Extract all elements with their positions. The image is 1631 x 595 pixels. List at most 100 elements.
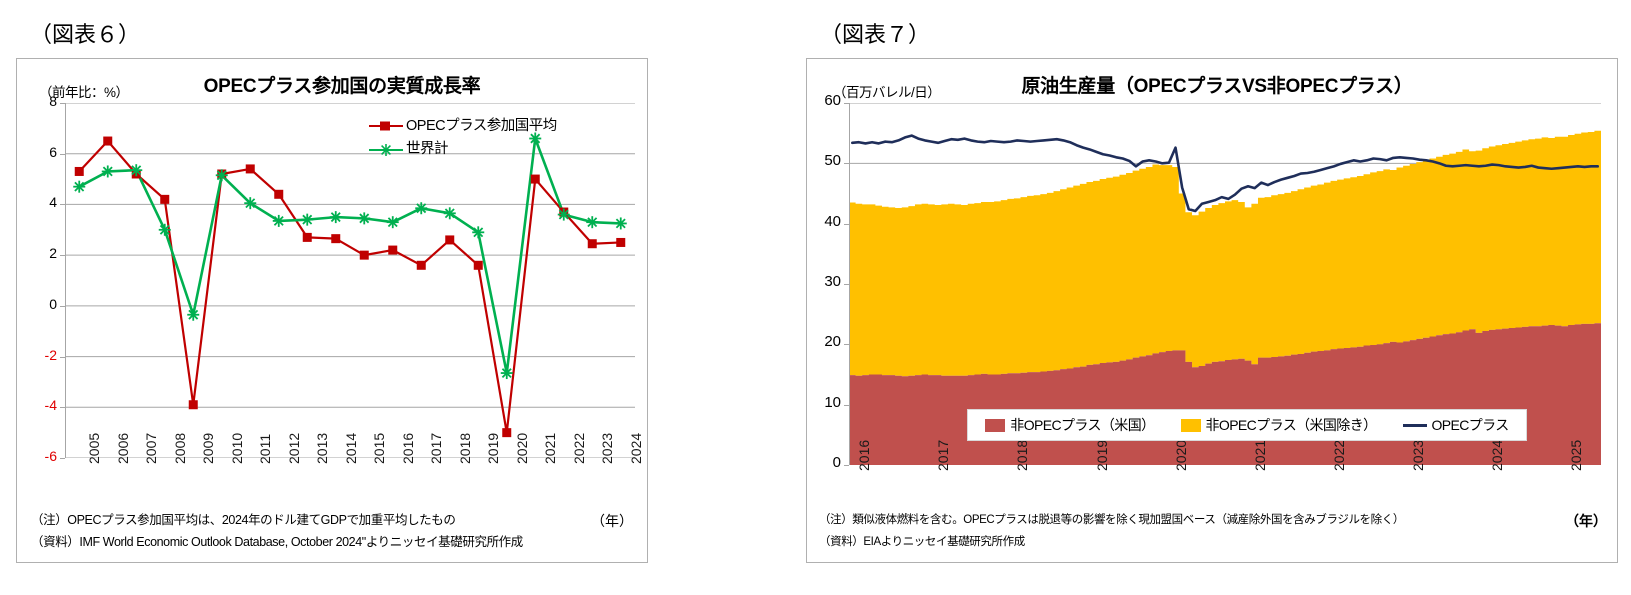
opec-average-point xyxy=(587,239,597,249)
opec-average-point xyxy=(359,250,369,260)
y-tick-label: 8 xyxy=(49,93,57,109)
world-total-point xyxy=(130,164,143,177)
non-opec-ex-us-swatch-icon xyxy=(1180,418,1201,432)
opec-average-point xyxy=(502,428,512,438)
y-tick-mark xyxy=(844,223,849,225)
world-total-point xyxy=(329,211,342,224)
world-total-point xyxy=(386,216,399,229)
non-opec-us-swatch-icon xyxy=(985,418,1006,432)
non-opec-ex-us-area xyxy=(849,130,1601,377)
y-tick-label: 30 xyxy=(824,273,841,290)
world-total-point xyxy=(472,226,485,239)
world-total-point xyxy=(158,223,171,236)
opec-average-point xyxy=(160,194,170,204)
legend-item-non-opec-ex-us: 非OPECプラス（米国除き） xyxy=(1180,415,1377,435)
opec-average-point xyxy=(416,260,426,270)
legend-label-non-opec-us: 非OPECプラス（米国） xyxy=(1010,417,1155,433)
y-tick-label: 4 xyxy=(49,194,57,211)
opec-average-point xyxy=(445,235,455,245)
left-year-unit: （年） xyxy=(591,513,633,529)
opec-plus-line-icon xyxy=(1402,423,1427,427)
y-tick-label: 10 xyxy=(824,393,841,411)
y-tick-mark xyxy=(844,404,849,406)
y-tick-mark xyxy=(844,163,849,165)
y-tick-mark xyxy=(844,465,849,466)
right-chart-box: （百万バレル/日） 原油生産量（OPECプラスVS非OPECプラス） 60 50 4… xyxy=(806,58,1618,563)
world-total-point xyxy=(500,367,513,380)
x-tick-label: 2017 xyxy=(935,439,952,471)
opec-average-point xyxy=(302,232,312,242)
y-tick-label: 40 xyxy=(824,212,841,230)
world-total-point xyxy=(443,207,456,220)
x-tick-label: 2024 xyxy=(1489,439,1506,471)
x-tick-label: 2015 xyxy=(371,432,388,464)
opec-average-point xyxy=(103,136,113,146)
x-tick-label: 2010 xyxy=(228,432,245,464)
y-tick-label: 2 xyxy=(49,245,57,262)
y-tick-label: 0 xyxy=(832,454,841,471)
world-total-point xyxy=(529,132,542,145)
legend-label-opec-average: OPECプラス参加国平均 xyxy=(406,118,557,134)
left-chart-svg xyxy=(65,103,635,458)
y-tick-mark xyxy=(844,344,849,346)
x-tick-label: 2021 xyxy=(542,432,559,464)
x-tick-label: 2016 xyxy=(399,432,416,464)
legend-label-opec-plus: OPECプラス xyxy=(1431,417,1510,433)
world-total-marker-icon xyxy=(369,143,403,157)
y-tick-mark xyxy=(60,204,65,206)
right-chart-title: 原油生産量（OPECプラスVS非OPECプラス） xyxy=(1021,76,1413,97)
world-total-point xyxy=(101,165,114,178)
right-unit-label: （百万バレル/日） xyxy=(833,85,941,100)
right-note-1: （注）類似液体燃料を含む。OPECプラスは脱退等の影響を除く現加盟国ベース（減産… xyxy=(819,514,1404,526)
world-total-point xyxy=(73,180,86,193)
x-tick-label: 2007 xyxy=(143,432,160,464)
world-total-point xyxy=(187,308,200,321)
legend-item-opec-plus: OPECプラス xyxy=(1402,415,1510,435)
x-tick-label: 2006 xyxy=(114,432,131,464)
x-tick-label: 2014 xyxy=(342,432,359,464)
world-total-point xyxy=(301,213,314,226)
world-total-point xyxy=(614,217,627,230)
x-tick-label: 2005 xyxy=(86,432,103,464)
y-tick-label: -6 xyxy=(44,448,57,464)
world-total-point xyxy=(358,212,371,225)
world-total-point xyxy=(272,214,285,227)
world-total-point xyxy=(586,216,599,229)
right-year-unit: （年） xyxy=(1565,513,1607,529)
opec-average-point xyxy=(530,174,540,184)
world-total-point xyxy=(244,197,257,210)
x-tick-label: 2019 xyxy=(485,432,502,464)
left-figure-label: （図表６） xyxy=(30,22,141,47)
y-tick-label: 60 xyxy=(824,92,841,109)
y-tick-mark xyxy=(844,103,849,104)
opec-average-point xyxy=(616,237,626,247)
x-tick-label: 2018 xyxy=(456,432,473,464)
world-total-point xyxy=(557,208,570,221)
y-tick-mark xyxy=(60,407,65,409)
right-figure-label: （図表７） xyxy=(820,22,931,47)
opec-average-marker-icon xyxy=(369,120,403,132)
y-tick-mark xyxy=(60,103,65,104)
opec-plus-line xyxy=(850,134,1600,213)
x-tick-label: 2021 xyxy=(1251,439,1268,471)
legend-item-opec-average: OPECプラス参加国平均 xyxy=(369,115,557,138)
x-tick-label: 2016 xyxy=(856,439,872,471)
opec-average-point xyxy=(274,189,284,199)
left-legend: OPECプラス参加国平均 世界計 xyxy=(369,115,557,161)
world-total-point xyxy=(415,202,428,215)
x-tick-label: 2022 xyxy=(1330,439,1347,471)
y-tick-mark xyxy=(60,255,65,257)
opec-average-point xyxy=(388,245,398,255)
y-tick-label: 6 xyxy=(49,143,57,160)
opec-average-point xyxy=(245,164,255,174)
world-total-point xyxy=(215,169,228,182)
x-tick-label: 2020 xyxy=(1172,439,1189,471)
left-plot-area xyxy=(65,103,635,458)
legend-item-non-opec-us: 非OPECプラス（米国） xyxy=(985,415,1155,435)
y-tick-mark xyxy=(60,356,65,358)
y-tick-label: 20 xyxy=(824,333,841,351)
legend-item-world-total: 世界計 xyxy=(369,138,557,161)
y-tick-mark xyxy=(60,305,65,307)
opec-average-point xyxy=(473,260,483,270)
x-tick-label: 2013 xyxy=(314,432,331,464)
